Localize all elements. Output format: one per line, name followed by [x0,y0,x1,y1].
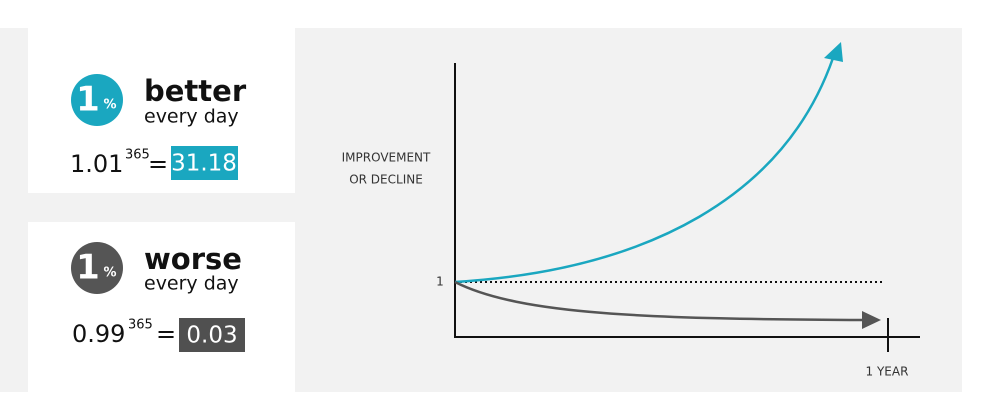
y-label: OR DECLINE [349,173,423,187]
result-box [179,318,245,352]
badge-sign: % [103,98,116,113]
arrowhead [862,311,881,329]
base: 0.99 [72,320,125,348]
headline: better [144,74,247,108]
baseline-label: 1 [436,275,444,289]
diagram-panel [297,28,962,392]
subline: every day [144,273,239,295]
decline-curve [454,280,865,322]
x-end-label: 1 YEAR [866,365,909,379]
improvement-curve [454,57,835,284]
result-box [171,146,238,180]
badge-sign: % [103,266,116,281]
result: 31.18 [171,151,237,177]
base: 1.01 [70,150,123,178]
subline: every day [144,106,239,128]
headline: worse [144,242,242,276]
equals: = [156,320,176,348]
better-card [28,28,295,193]
result: 0.03 [186,323,237,349]
exponent: 365 [125,148,150,163]
exponent: 365 [128,318,153,333]
y-label: IMPROVEMENT [342,151,431,165]
equals: = [148,150,168,178]
worse-card [28,222,295,392]
arrowhead [824,42,843,62]
badge-number: 1 [76,248,100,288]
badge [71,74,123,126]
badge-number: 1 [76,80,100,120]
badge [71,242,123,294]
